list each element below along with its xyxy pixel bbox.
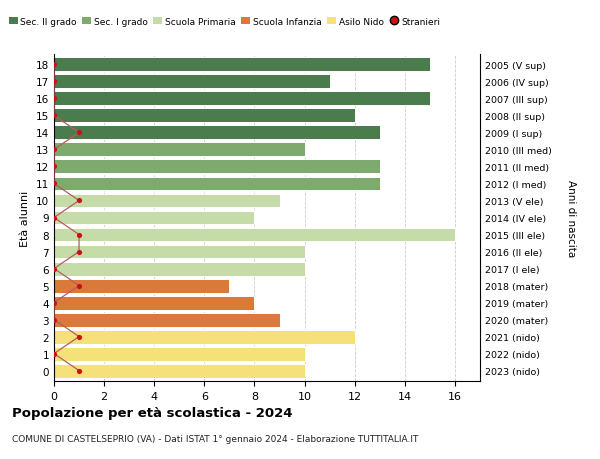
Bar — [54, 58, 430, 72]
Bar — [54, 347, 305, 361]
Point — [74, 282, 84, 290]
Bar — [54, 364, 305, 378]
Point — [74, 367, 84, 375]
Y-axis label: Anni di nascita: Anni di nascita — [566, 179, 575, 257]
Point — [49, 78, 59, 86]
Point — [49, 265, 59, 273]
Point — [49, 214, 59, 222]
Bar — [54, 296, 254, 310]
Point — [49, 180, 59, 188]
Bar — [54, 194, 280, 208]
Bar — [54, 75, 329, 89]
Point — [74, 231, 84, 239]
Bar — [54, 228, 455, 242]
Point — [49, 95, 59, 103]
Legend: Sec. II grado, Sec. I grado, Scuola Primaria, Scuola Infanzia, Asilo Nido, Stran: Sec. II grado, Sec. I grado, Scuola Prim… — [5, 14, 443, 30]
Point — [49, 112, 59, 120]
Bar — [54, 177, 380, 191]
Y-axis label: Età alunni: Età alunni — [20, 190, 31, 246]
Point — [74, 333, 84, 341]
Point — [49, 62, 59, 69]
Bar — [54, 245, 305, 259]
Bar — [54, 313, 280, 327]
Point — [49, 146, 59, 154]
Bar — [54, 92, 430, 106]
Bar — [54, 126, 380, 140]
Bar — [54, 330, 355, 344]
Bar — [54, 279, 229, 293]
Point — [49, 316, 59, 324]
Point — [49, 163, 59, 171]
Point — [74, 248, 84, 256]
Text: COMUNE DI CASTELSEPRIO (VA) - Dati ISTAT 1° gennaio 2024 - Elaborazione TUTTITAL: COMUNE DI CASTELSEPRIO (VA) - Dati ISTAT… — [12, 434, 418, 443]
Bar — [54, 262, 305, 276]
Point — [74, 129, 84, 137]
Bar — [54, 160, 380, 174]
Bar — [54, 143, 305, 157]
Bar — [54, 211, 254, 225]
Point — [49, 299, 59, 307]
Point — [49, 350, 59, 358]
Point — [74, 197, 84, 205]
Text: Popolazione per età scolastica - 2024: Popolazione per età scolastica - 2024 — [12, 406, 293, 419]
Bar — [54, 109, 355, 123]
